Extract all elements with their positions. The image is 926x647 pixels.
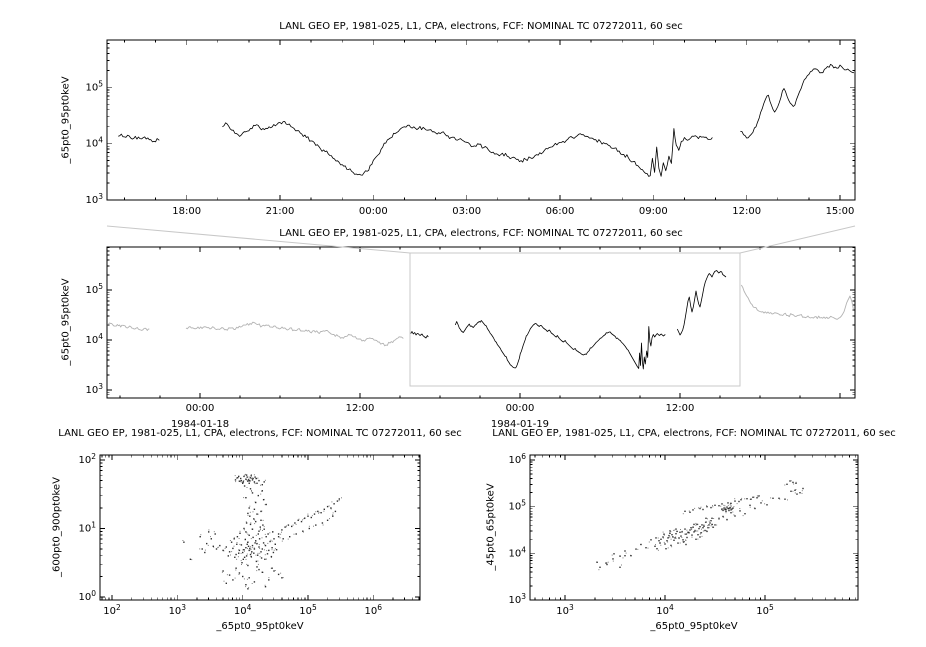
scatter-left-x-axis-label: _65pt0_95pt0keV	[216, 621, 304, 632]
svg-text:12:00: 12:00	[666, 403, 695, 414]
svg-text:00:00: 00:00	[359, 206, 388, 217]
svg-text:104: 104	[85, 332, 103, 346]
svg-text:105: 105	[299, 603, 317, 617]
svg-text:104: 104	[234, 603, 252, 617]
overview-plot-area[interactable]	[107, 40, 855, 200]
scatter-right-plot-area[interactable]	[530, 455, 858, 600]
context-plot-area[interactable]	[107, 247, 855, 398]
svg-text:104: 104	[85, 136, 103, 150]
svg-text:103: 103	[85, 192, 103, 206]
svg-text:00:00: 00:00	[506, 403, 535, 414]
overview-title: LANL GEO EP, 1981-025, L1, CPA, electron…	[279, 21, 683, 32]
svg-text:1984-01-18: 1984-01-18	[171, 419, 229, 430]
scatter-right-title: LANL GEO EP, 1981-025, L1, CPA, electron…	[492, 428, 896, 439]
svg-text:03:00: 03:00	[452, 206, 481, 217]
svg-text:105: 105	[85, 79, 103, 93]
svg-text:106: 106	[508, 452, 526, 466]
context-title: LANL GEO EP, 1981-025, L1, CPA, electron…	[279, 228, 683, 239]
svg-text:105: 105	[508, 499, 526, 513]
svg-text:15:00: 15:00	[826, 206, 855, 217]
svg-text:103: 103	[556, 603, 574, 617]
svg-text:105: 105	[756, 603, 774, 617]
svg-text:18:00: 18:00	[172, 206, 201, 217]
scatter-left-title: LANL GEO EP, 1981-025, L1, CPA, electron…	[58, 428, 462, 439]
svg-text:12:00: 12:00	[346, 403, 375, 414]
svg-text:104: 104	[656, 603, 674, 617]
svg-text:00:00: 00:00	[186, 403, 215, 414]
svg-text:1984-01-19: 1984-01-19	[491, 419, 549, 430]
svg-text:105: 105	[85, 282, 103, 296]
svg-text:104: 104	[508, 545, 526, 559]
svg-text:102: 102	[78, 452, 96, 466]
svg-text:103: 103	[169, 603, 187, 617]
svg-text:09:00: 09:00	[639, 206, 668, 217]
svg-text:102: 102	[103, 603, 121, 617]
svg-text:103: 103	[85, 382, 103, 396]
scatter-left-plot-area[interactable]	[100, 455, 420, 600]
svg-text:103: 103	[508, 592, 526, 606]
svg-text:106: 106	[365, 603, 383, 617]
scatter-right-x-axis-label: _65pt0_95pt0keV	[650, 621, 738, 632]
svg-text:21:00: 21:00	[266, 206, 295, 217]
svg-text:06:00: 06:00	[546, 206, 575, 217]
svg-text:12:00: 12:00	[732, 206, 761, 217]
svg-text:101: 101	[78, 521, 96, 535]
svg-text:100: 100	[78, 589, 96, 603]
